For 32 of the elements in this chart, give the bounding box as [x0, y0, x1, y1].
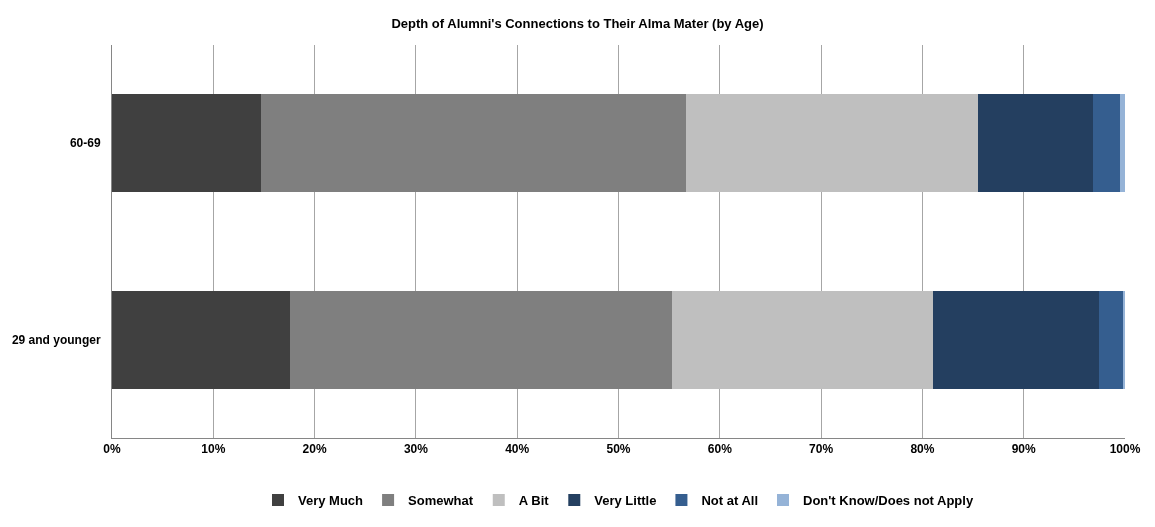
x-tick-label: 10% [201, 442, 226, 457]
bar [112, 94, 261, 193]
bar [1119, 94, 1125, 193]
x-tick-label: 100% [1109, 442, 1141, 457]
x-tick-label: 90% [1011, 442, 1037, 457]
x-tick-label: 20% [302, 442, 327, 457]
bar [672, 290, 933, 389]
legend-label: A Bit [518, 493, 550, 509]
legend-label: Don't Know/Does not Apply [803, 493, 974, 509]
x-tick-label: 60% [707, 442, 733, 457]
x-tick-label: 30% [403, 442, 429, 457]
x-tick-label: 70% [809, 442, 834, 457]
y-tick-label: 60-69 [69, 136, 101, 151]
legend-label: Not at All [701, 493, 758, 509]
bar [1092, 94, 1120, 193]
y-tick-label: 29 and younger [11, 332, 101, 347]
legend-label: Somewhat [408, 493, 474, 509]
bar [978, 94, 1093, 193]
bar [1122, 290, 1125, 389]
x-tick-label: 50% [606, 442, 631, 457]
bar [290, 290, 673, 389]
x-tick-label: 0% [103, 442, 121, 457]
x-tick-label: 40% [505, 442, 530, 457]
bar [1098, 290, 1123, 389]
bar [260, 94, 687, 193]
x-tick-label: 80% [910, 442, 935, 457]
bar [112, 290, 291, 389]
bar [932, 290, 1099, 389]
legend-label: Very Much [298, 493, 364, 509]
bar [686, 94, 979, 193]
legend-label: Very Little [594, 493, 657, 509]
chart-title: Depth of Alumni's Connections to Their Alma Mater (by Age) [391, 15, 764, 31]
